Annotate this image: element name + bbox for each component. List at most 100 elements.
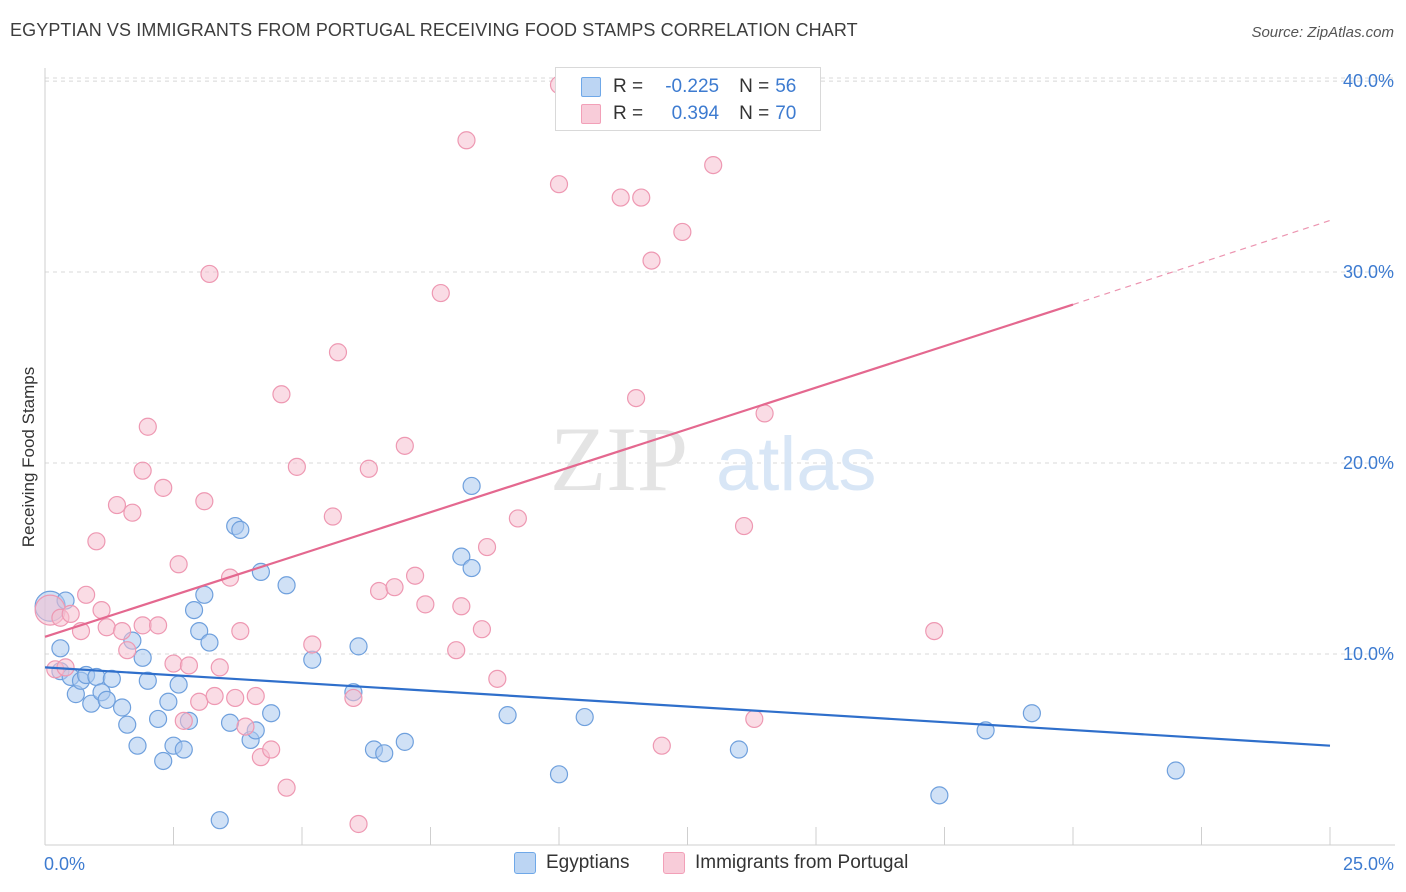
- data-point-portugal: [359, 459, 378, 478]
- series-portugal: [34, 75, 944, 834]
- data-point-portugal: [154, 478, 173, 497]
- data-point-portugal: [349, 814, 368, 834]
- data-point-portugal: [118, 641, 137, 660]
- data-point-egyptians: [154, 751, 173, 771]
- data-point-portugal: [200, 264, 219, 284]
- legend-n-label: N =: [739, 103, 770, 124]
- series-egyptians: [34, 476, 1185, 830]
- data-point-portugal: [195, 492, 214, 511]
- data-point-portugal: [323, 507, 342, 526]
- source-label: Source: ZipAtlas.com: [1251, 24, 1394, 41]
- data-point-egyptians: [303, 650, 322, 669]
- data-point-egyptians: [452, 547, 471, 566]
- data-point-egyptians: [462, 476, 481, 496]
- data-point-egyptians: [128, 736, 147, 755]
- trend-line-egyptians: [44, 666, 1331, 747]
- y-tick-label: 30.0%: [1343, 262, 1394, 282]
- data-point-egyptians: [462, 558, 481, 578]
- data-point-portugal: [626, 388, 646, 408]
- data-point-portugal: [61, 604, 80, 624]
- data-point-egyptians: [262, 704, 281, 723]
- data-point-portugal: [174, 711, 193, 730]
- data-point-portugal: [755, 404, 774, 423]
- data-point-egyptians: [930, 786, 949, 805]
- data-point-egyptians: [277, 576, 296, 595]
- legend-n-label: N =: [739, 76, 770, 97]
- data-point-portugal: [226, 688, 245, 708]
- data-point-portugal: [179, 656, 199, 675]
- watermark-atlas: atlas: [716, 422, 877, 507]
- data-point-portugal: [133, 461, 152, 480]
- data-point-portugal: [370, 581, 389, 601]
- trend-lines: [44, 219, 1331, 747]
- data-point-portugal: [734, 516, 754, 536]
- watermark-zip: ZIP: [550, 408, 688, 510]
- data-point-egyptians: [220, 713, 240, 732]
- data-point-egyptians: [729, 740, 749, 759]
- y-tick-label: 20.0%: [1343, 453, 1394, 473]
- data-point-egyptians: [112, 698, 132, 717]
- data-point-egyptians: [549, 765, 569, 784]
- data-point-egyptians: [976, 721, 995, 740]
- trend-line-portugal: [44, 303, 1074, 638]
- legend-row-egyptians: R = -0.225 N = 56: [556, 74, 796, 100]
- data-point-portugal: [123, 503, 142, 522]
- data-point-portugal: [611, 188, 630, 207]
- data-point-egyptians: [148, 709, 168, 729]
- data-point-portugal: [303, 635, 322, 654]
- data-point-portugal: [164, 654, 183, 673]
- data-point-portugal: [344, 688, 363, 708]
- legend-swatch-egyptians: [514, 852, 536, 874]
- data-point-egyptians: [118, 715, 137, 734]
- data-point-egyptians: [349, 637, 368, 656]
- data-point-portugal: [236, 717, 255, 736]
- data-point-portugal: [148, 616, 168, 635]
- data-point-portugal: [272, 385, 291, 404]
- data-point-portugal: [97, 618, 116, 637]
- legend-swatch-pink: [581, 104, 601, 124]
- data-point-egyptians: [575, 707, 594, 727]
- data-point-portugal: [457, 131, 476, 150]
- data-point-portugal: [652, 736, 671, 755]
- data-point-portugal: [287, 457, 306, 476]
- data-point-portugal: [431, 283, 450, 303]
- legend-label-portugal: Immigrants from Portugal: [695, 852, 909, 873]
- legend-row-portugal: R = 0.394 N = 70: [556, 101, 796, 127]
- data-point-portugal: [395, 436, 414, 455]
- legend-item-portugal: Immigrants from Portugal: [663, 852, 908, 874]
- data-point-portugal: [87, 532, 106, 551]
- x-tick-label-min: 0.0%: [44, 854, 85, 874]
- data-point-portugal: [472, 620, 491, 639]
- data-point-egyptians: [97, 690, 116, 709]
- data-point-egyptians: [1022, 704, 1041, 723]
- data-point-portugal: [262, 740, 281, 759]
- data-point-egyptians: [231, 520, 250, 539]
- data-point-portugal: [416, 595, 435, 614]
- legend-swatch-portugal: [663, 852, 685, 874]
- series-legend: Egyptians Immigrants from Portugal: [0, 852, 1406, 878]
- data-point-egyptians: [375, 744, 394, 763]
- data-point-egyptians: [159, 692, 178, 711]
- data-point-portugal: [632, 188, 651, 207]
- data-point-portugal: [169, 555, 188, 574]
- data-point-portugal: [488, 669, 507, 688]
- data-point-portugal: [246, 686, 265, 706]
- data-point-portugal: [138, 417, 157, 436]
- data-point-egyptians: [200, 633, 219, 652]
- data-point-portugal: [642, 251, 661, 270]
- data-point-portugal: [77, 585, 96, 604]
- data-point-portugal: [385, 578, 404, 597]
- legend-n-value: 56: [775, 76, 797, 97]
- legend-item-egyptians: Egyptians: [514, 852, 629, 874]
- data-point-portugal: [328, 343, 348, 362]
- data-point-egyptians: [169, 675, 188, 694]
- data-point-portugal: [205, 686, 224, 706]
- y-tick-label: 40.0%: [1343, 71, 1394, 91]
- legend-n-value: 70: [775, 103, 797, 124]
- watermark: ZIP atlas: [550, 408, 877, 510]
- data-point-egyptians: [1166, 761, 1185, 780]
- data-point-portugal: [107, 495, 127, 515]
- legend-r-value: -0.225: [665, 76, 720, 97]
- data-point-egyptians: [102, 669, 121, 688]
- legend-r-label: R =: [613, 103, 644, 124]
